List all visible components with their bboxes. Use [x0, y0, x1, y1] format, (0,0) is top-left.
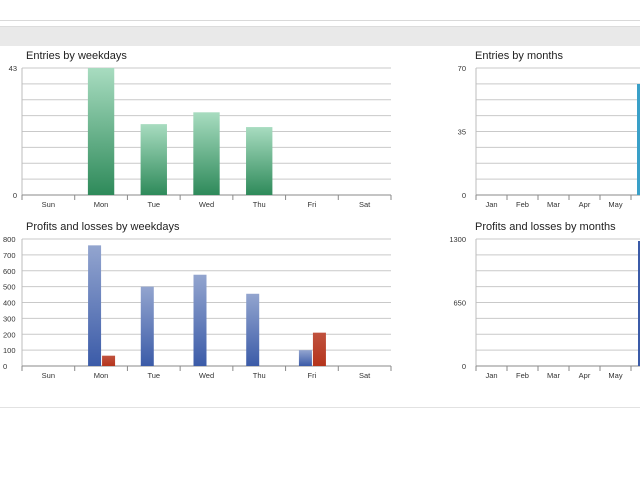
y-tick-label: 0 [462, 362, 466, 371]
x-tick-label: May [608, 371, 622, 380]
x-tick-label: Mon [94, 371, 109, 380]
x-tick-label: May [608, 200, 622, 209]
y-tick-label: 0 [3, 362, 7, 371]
x-tick-label: Mon [94, 200, 109, 209]
toolbar-strip [0, 26, 640, 46]
x-tick-label: Mar [547, 200, 560, 209]
x-tick-label: Feb [516, 371, 529, 380]
clipped-bar [638, 241, 640, 366]
y-tick-label: 70 [458, 64, 466, 73]
panel-title: Profits and losses by months [475, 221, 616, 233]
bottom-divider [0, 407, 640, 408]
y-tick-label: 700 [3, 251, 16, 260]
y-tick-label: 300 [3, 314, 16, 323]
x-tick-label: Apr [579, 200, 591, 209]
x-tick-label: Apr [579, 371, 591, 380]
x-tick-label: Sat [359, 200, 371, 209]
profits-by-months-chart: 0 650 1300 Jan Feb Mar Apr May [449, 235, 640, 380]
y-tick-label: 650 [453, 299, 466, 308]
x-tick-label: Jan [485, 371, 497, 380]
panel-title: Entries by months [475, 50, 564, 62]
profits-by-weekdays-chart: 0 100 200 300 400 500 600 700 800 Sun Mon Tue Wed Thu… [3, 235, 392, 380]
y-tick-label: 800 [3, 235, 16, 244]
bar-series-2 [102, 355, 116, 366]
y-tick-label: 100 [3, 346, 16, 355]
profits-by-weekdays-panel: Profits and losses by weekdays 0 100 200 30… [0, 219, 400, 385]
x-tick-label: Sat [359, 371, 371, 380]
entries-by-weekdays-chart: 0 43 Sun Mon Tue Wed Thu Fri Sat [9, 64, 392, 209]
bar [193, 112, 220, 195]
bar-series-1 [140, 286, 154, 366]
entries-by-months-chart: 0 35 70 Jan Feb Mar Apr May [458, 64, 640, 209]
clipped-bar [637, 84, 640, 195]
bar [246, 127, 273, 195]
x-tick-label: Tue [147, 371, 160, 380]
y-tick-label: 200 [3, 330, 16, 339]
bar-series-1 [193, 274, 207, 366]
bar [140, 124, 167, 195]
y-tick-label: 0 [13, 191, 17, 200]
x-tick-label: Sun [42, 200, 55, 209]
y-tick-label: 600 [3, 267, 16, 276]
y-tick-label: 35 [458, 128, 466, 137]
bar-series-1 [298, 350, 312, 366]
x-tick-label: Feb [516, 200, 529, 209]
entries-by-months-panel: Entries by months 0 35 70 Jan Feb Mar Apr May [440, 48, 640, 214]
x-tick-label: Wed [199, 371, 214, 380]
bar-series-1 [88, 245, 102, 366]
y-tick-label: 0 [462, 191, 466, 200]
bar [87, 68, 115, 195]
x-tick-label: Jan [485, 200, 497, 209]
top-divider [0, 20, 640, 21]
entries-by-weekdays-panel: Entries by weekdays 0 43 Sun Mon Tue Wed Thu Fr… [0, 48, 400, 214]
y-tick-label: 400 [3, 299, 16, 308]
profits-by-months-panel: Profits and losses by months 0 650 1300 Jan… [440, 219, 640, 385]
x-tick-label: Thu [253, 200, 266, 209]
y-tick-label: 500 [3, 283, 16, 292]
bar-series-2 [312, 332, 326, 366]
panel-title: Profits and losses by weekdays [26, 221, 180, 233]
x-tick-label: Fri [308, 371, 317, 380]
x-tick-label: Mar [547, 371, 560, 380]
x-tick-label: Tue [147, 200, 160, 209]
x-tick-label: Wed [199, 200, 214, 209]
y-tick-label: 1300 [449, 235, 466, 244]
bar-series-1 [246, 293, 260, 366]
x-tick-label: Fri [308, 200, 317, 209]
x-tick-label: Thu [253, 371, 266, 380]
y-tick-label: 43 [9, 64, 17, 73]
x-tick-label: Sun [42, 371, 55, 380]
panel-title: Entries by weekdays [26, 50, 127, 62]
